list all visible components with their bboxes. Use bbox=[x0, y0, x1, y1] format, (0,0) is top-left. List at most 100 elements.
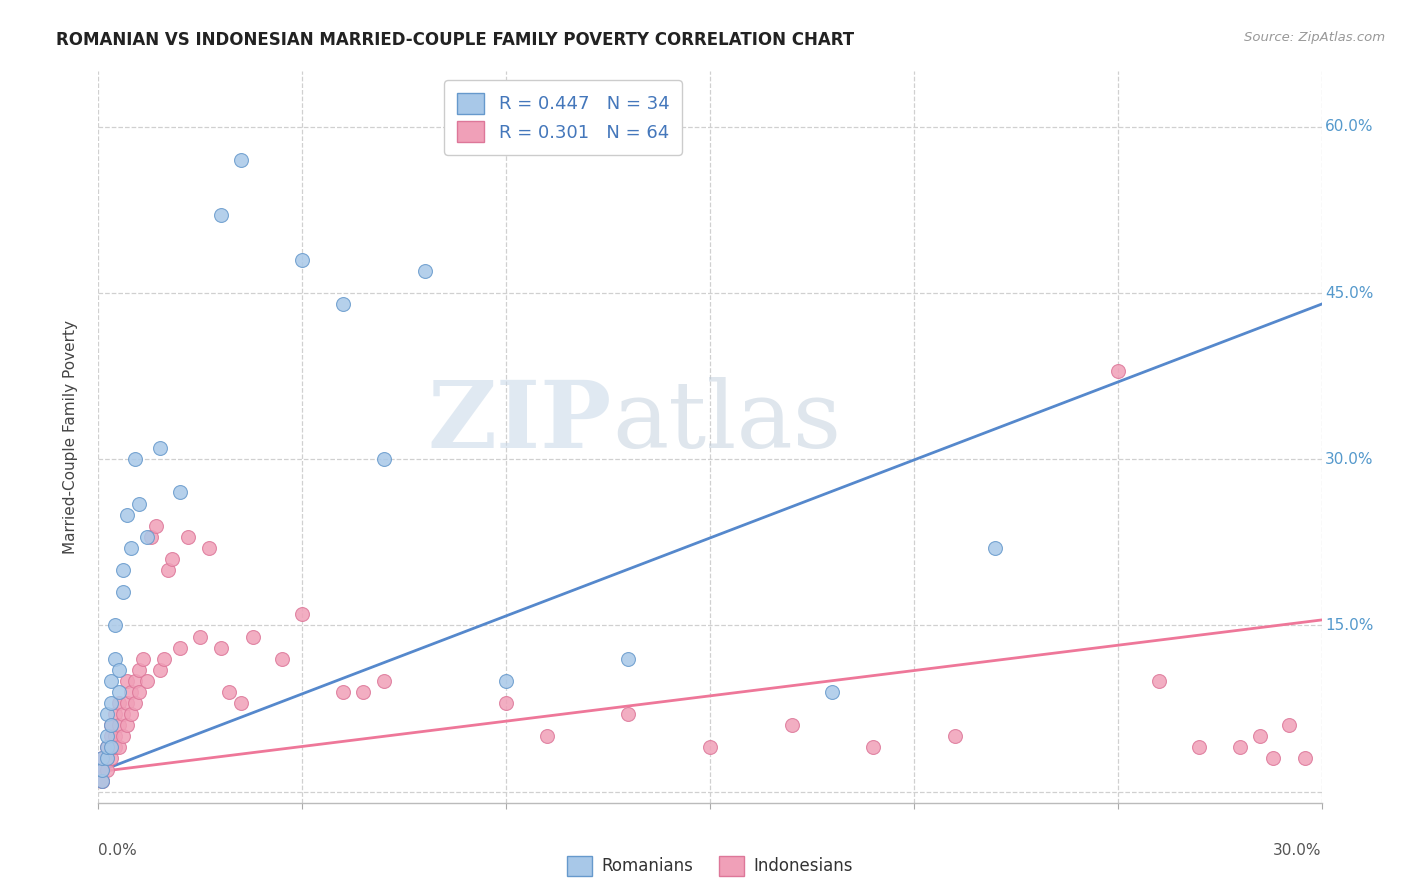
Point bbox=[149, 663, 172, 677]
Point bbox=[111, 563, 134, 577]
Point bbox=[495, 696, 517, 710]
Point bbox=[100, 673, 122, 688]
Point bbox=[96, 707, 118, 722]
Point bbox=[91, 751, 114, 765]
Point bbox=[373, 673, 395, 688]
Point bbox=[821, 685, 844, 699]
Point bbox=[108, 696, 131, 710]
Point bbox=[209, 640, 232, 655]
Point bbox=[115, 673, 138, 688]
Legend: Romanians, Indonesians: Romanians, Indonesians bbox=[560, 850, 860, 882]
Point bbox=[1107, 363, 1129, 377]
Text: 30.0%: 30.0% bbox=[1326, 451, 1374, 467]
Point bbox=[111, 707, 134, 722]
Point bbox=[984, 541, 1007, 555]
Point bbox=[1278, 718, 1301, 732]
Point bbox=[145, 518, 167, 533]
Point bbox=[332, 685, 354, 699]
Point bbox=[699, 740, 721, 755]
Point bbox=[96, 751, 118, 765]
Point bbox=[780, 718, 803, 732]
Point bbox=[141, 530, 163, 544]
Point bbox=[1229, 740, 1251, 755]
Point bbox=[152, 651, 174, 665]
Point bbox=[132, 651, 155, 665]
Point bbox=[128, 497, 150, 511]
Point bbox=[100, 740, 122, 755]
Point bbox=[111, 729, 134, 743]
Point bbox=[495, 673, 517, 688]
Point bbox=[100, 729, 122, 743]
Point bbox=[104, 729, 127, 743]
Text: atlas: atlas bbox=[612, 377, 841, 467]
Point bbox=[242, 630, 264, 644]
Point bbox=[115, 696, 138, 710]
Point bbox=[100, 751, 122, 765]
Point bbox=[617, 707, 640, 722]
Point bbox=[120, 685, 142, 699]
Point bbox=[1147, 673, 1170, 688]
Point bbox=[91, 763, 114, 777]
Point bbox=[617, 651, 640, 665]
Point bbox=[136, 530, 159, 544]
Point bbox=[231, 696, 253, 710]
Point bbox=[108, 685, 131, 699]
Y-axis label: Married-Couple Family Poverty: Married-Couple Family Poverty bbox=[63, 320, 77, 554]
Text: 45.0%: 45.0% bbox=[1326, 285, 1374, 301]
Point bbox=[291, 607, 314, 622]
Point bbox=[104, 707, 127, 722]
Point bbox=[100, 718, 122, 732]
Point bbox=[100, 740, 122, 755]
Point bbox=[197, 541, 219, 555]
Point bbox=[128, 663, 150, 677]
Point bbox=[209, 209, 232, 223]
Point bbox=[1188, 740, 1211, 755]
Point bbox=[188, 630, 212, 644]
Point bbox=[108, 663, 131, 677]
Point bbox=[332, 297, 354, 311]
Point bbox=[160, 552, 183, 566]
Text: 60.0%: 60.0% bbox=[1326, 120, 1374, 135]
Point bbox=[96, 763, 118, 777]
Point bbox=[91, 763, 114, 777]
Point bbox=[100, 696, 122, 710]
Text: 30.0%: 30.0% bbox=[1274, 843, 1322, 858]
Point bbox=[149, 441, 172, 455]
Point bbox=[111, 585, 134, 599]
Point bbox=[124, 452, 146, 467]
Point bbox=[96, 740, 118, 755]
Point bbox=[1294, 751, 1316, 765]
Text: ROMANIAN VS INDONESIAN MARRIED-COUPLE FAMILY POVERTY CORRELATION CHART: ROMANIAN VS INDONESIAN MARRIED-COUPLE FA… bbox=[56, 31, 855, 49]
Point bbox=[231, 153, 253, 167]
Point bbox=[218, 685, 240, 699]
Point bbox=[1249, 729, 1271, 743]
Point bbox=[104, 651, 127, 665]
Point bbox=[108, 718, 131, 732]
Point bbox=[115, 508, 138, 522]
Point bbox=[291, 252, 314, 267]
Point bbox=[862, 740, 884, 755]
Text: Source: ZipAtlas.com: Source: ZipAtlas.com bbox=[1244, 31, 1385, 45]
Point bbox=[536, 729, 558, 743]
Point bbox=[120, 541, 142, 555]
Point bbox=[120, 707, 142, 722]
Point bbox=[104, 618, 127, 632]
Point bbox=[169, 640, 191, 655]
Text: 0.0%: 0.0% bbox=[98, 843, 138, 858]
Point bbox=[177, 530, 200, 544]
Point bbox=[943, 729, 966, 743]
Point bbox=[91, 773, 114, 788]
Point bbox=[156, 563, 179, 577]
Point bbox=[413, 264, 436, 278]
Point bbox=[96, 751, 118, 765]
Point bbox=[104, 740, 127, 755]
Point bbox=[115, 718, 138, 732]
Point bbox=[169, 485, 191, 500]
Point bbox=[91, 773, 114, 788]
Point bbox=[96, 740, 118, 755]
Point bbox=[270, 651, 294, 665]
Point bbox=[136, 673, 159, 688]
Point bbox=[352, 685, 374, 699]
Point bbox=[91, 773, 114, 788]
Text: 15.0%: 15.0% bbox=[1326, 618, 1374, 633]
